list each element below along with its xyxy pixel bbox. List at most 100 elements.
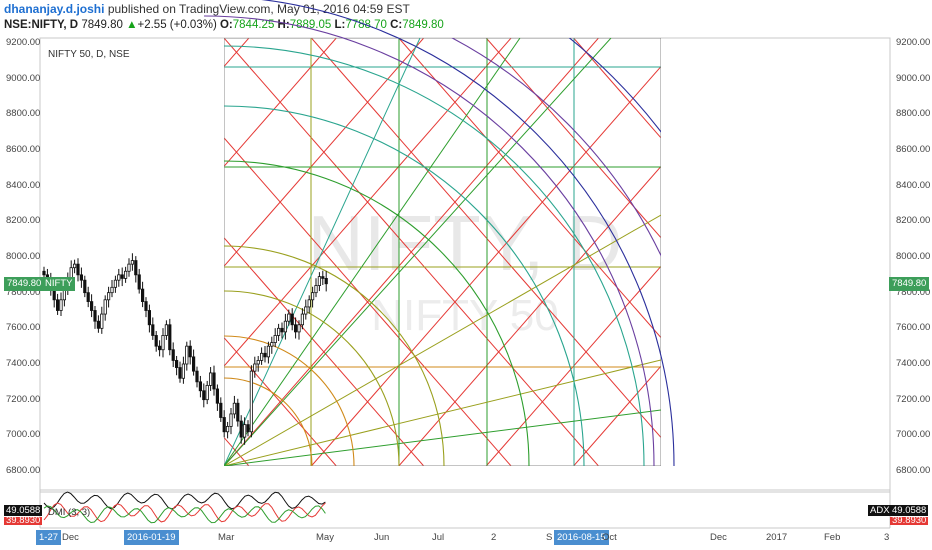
candle-down (195, 370, 199, 383)
candle-up (270, 342, 274, 347)
dmi-indicator-pane (43, 491, 326, 524)
candle-down (293, 324, 298, 333)
candle-up (304, 306, 308, 315)
candle-down (215, 388, 219, 404)
price-tick-right: 9000.00 (896, 72, 931, 84)
candle-down (239, 420, 243, 438)
candle-down (178, 367, 182, 379)
watermark-name: NIFTY 50 (371, 291, 558, 340)
candle-up (256, 360, 260, 365)
candle-down (219, 402, 223, 418)
candle-up (127, 263, 131, 272)
candle-up (107, 292, 111, 301)
open-label: O: (219, 19, 233, 31)
candle-down (120, 274, 124, 279)
gann-arc (224, 245, 445, 466)
price-tick-right: 8400.00 (896, 179, 931, 191)
price-tick-right: 8000.00 (896, 251, 931, 262)
candle-up (229, 413, 233, 427)
candle-down (188, 345, 192, 358)
author-link[interactable]: dhananjay.d.joshi (4, 2, 105, 16)
ind-value-right-1: 49.0588 (890, 505, 929, 516)
symbol-label[interactable]: NSE:NIFTY, D (4, 19, 79, 31)
candle-up (103, 299, 107, 315)
candle-down (76, 263, 80, 276)
candle-down (140, 288, 145, 302)
time-highlight-jan19: 2016-01-19 (124, 530, 179, 545)
candle-down (321, 276, 325, 279)
gann-arc (450, 38, 661, 257)
gann-arc (224, 335, 355, 466)
candle-up (113, 279, 117, 288)
ind-value-left-2: 39.8930 (4, 517, 43, 525)
gann-diag-up (573, 365, 661, 466)
price-tick-right: 8800.00 (896, 108, 931, 120)
candle-up (73, 263, 77, 269)
candle-up (276, 327, 281, 336)
open-value: 7844.25 (232, 19, 275, 31)
price-tick-right: 8200.00 (896, 215, 931, 227)
price-tick-left: 7800.00 (6, 286, 41, 298)
chart-title: NIFTY 50, D, NSE (48, 49, 130, 60)
ind-value-right-2: 39.8930 (890, 517, 929, 525)
candle-up (181, 363, 185, 379)
time-label-aug: 2 (491, 532, 497, 543)
time-highlight-aug15: 2016-08-15 (554, 530, 609, 545)
candle-down (290, 313, 294, 326)
price-tick-right: 7800.00 (896, 286, 931, 298)
price-tick-left: 8400.00 (6, 179, 41, 191)
price-tick-left: 7200.00 (6, 393, 41, 405)
price-tick-left: 6800.00 (6, 465, 41, 476)
candle-up (232, 402, 236, 415)
gann-square-drawing[interactable] (0, 0, 932, 466)
candle-down (147, 310, 151, 326)
candle-down (93, 310, 97, 322)
candle-up (164, 324, 168, 336)
candle-up (100, 313, 104, 329)
candle-up (242, 424, 247, 438)
dmi-line (43, 505, 326, 524)
price-tag-symbol: NIFTY (42, 277, 76, 291)
candle-down (246, 424, 250, 433)
close-value: 7849.80 (402, 19, 444, 31)
candle-down (42, 270, 46, 276)
candle-up (259, 352, 264, 361)
candle-up (161, 335, 165, 351)
up-arrow-icon: ▲ (126, 19, 138, 31)
time-label-dec-2: Dec (710, 532, 727, 543)
gann-arc (224, 160, 530, 466)
candle-up (283, 320, 288, 333)
price-tick-left: 8200.00 (6, 215, 41, 227)
price-tick-right: 9200.00 (896, 37, 931, 48)
candle-down (236, 402, 240, 422)
ind-value-left-1: 49.0588 (4, 505, 43, 516)
candle-up (124, 270, 128, 279)
candle-up (310, 292, 315, 301)
gann-diag-down (224, 336, 337, 466)
candle-up (253, 363, 257, 372)
price-tick-left: 9200.00 (6, 37, 41, 48)
candle-down (191, 356, 196, 372)
publish-header: dhananjay.d.joshi published on TradingVi… (4, 2, 410, 16)
last-price: 7849.80 (81, 19, 123, 31)
gann-outer-arc (203, 15, 655, 467)
price-tick-right: 7200.00 (896, 393, 931, 405)
candle-up (249, 370, 253, 433)
time-label-dec: Dec (62, 532, 79, 543)
time-label-mar-2: 3 (884, 532, 890, 543)
candle-down (198, 381, 202, 392)
gann-fan-line (224, 38, 421, 466)
gann-diag-down (660, 38, 661, 39)
candle-up (59, 299, 63, 311)
price-tick-right: 7600.00 (896, 322, 931, 334)
change-value: +2.55 (+0.03%) (137, 19, 217, 31)
price-tick-right: 7000.00 (896, 429, 931, 441)
time-label-jun: Jun (374, 532, 390, 543)
candle-up (266, 345, 271, 358)
gann-outer-arc (260, 0, 675, 467)
indicator-name: DMI (3, 3) (48, 507, 90, 518)
time-label-may: May (316, 532, 334, 543)
time-label-2017: 2017 (766, 532, 788, 543)
gann-diag-down (224, 38, 599, 466)
